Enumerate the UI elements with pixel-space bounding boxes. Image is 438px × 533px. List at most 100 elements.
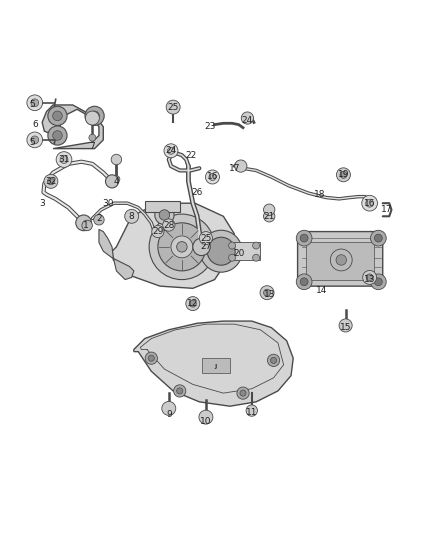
Text: 17: 17 [229,164,240,173]
Text: 4: 4 [113,177,119,186]
Circle shape [173,385,186,397]
Circle shape [330,249,352,271]
Text: 1: 1 [83,221,89,230]
Text: J: J [215,364,217,368]
Circle shape [246,405,258,416]
Circle shape [339,319,352,332]
Circle shape [177,388,183,394]
Circle shape [177,241,187,252]
Polygon shape [134,321,293,406]
Text: 21: 21 [264,212,275,221]
Text: 26: 26 [191,188,203,197]
Circle shape [300,234,308,242]
Text: 5: 5 [29,100,35,109]
Circle shape [162,401,176,415]
Circle shape [205,170,219,184]
Circle shape [94,215,104,225]
Circle shape [264,211,275,222]
Circle shape [268,354,280,367]
Text: 3: 3 [39,199,45,208]
Text: 18: 18 [314,190,325,199]
Circle shape [44,174,58,188]
Circle shape [158,223,206,271]
Text: 8: 8 [129,212,134,221]
Circle shape [152,225,164,238]
Circle shape [209,174,216,181]
Circle shape [27,132,42,148]
Circle shape [85,111,99,125]
Circle shape [240,390,246,396]
Bar [306,243,374,280]
Circle shape [300,278,308,286]
Text: 20: 20 [233,249,244,258]
Circle shape [106,175,119,188]
Text: 30: 30 [102,199,113,208]
Circle shape [235,160,247,172]
Circle shape [76,215,92,231]
Bar [201,358,230,374]
Circle shape [253,254,260,261]
Circle shape [264,289,271,296]
Circle shape [229,254,236,261]
Text: 2: 2 [96,214,102,223]
Circle shape [253,242,260,249]
Circle shape [366,199,374,207]
Circle shape [53,111,62,120]
Text: 13: 13 [364,275,375,284]
Polygon shape [42,105,103,149]
Circle shape [207,237,235,265]
Circle shape [60,156,68,164]
Circle shape [31,136,39,144]
Text: 29: 29 [152,227,163,236]
Polygon shape [297,231,383,286]
Circle shape [199,410,213,424]
Polygon shape [99,229,134,280]
Text: 22: 22 [185,151,196,160]
Text: 13: 13 [264,290,275,300]
Circle shape [241,112,254,124]
Circle shape [260,286,274,300]
Text: 31: 31 [58,155,70,164]
Circle shape [125,209,139,223]
Circle shape [48,126,67,145]
Text: 7: 7 [89,142,95,151]
Circle shape [56,152,72,167]
Circle shape [31,99,39,107]
Circle shape [186,297,200,311]
Text: 11: 11 [246,408,258,417]
Circle shape [371,274,386,289]
Circle shape [47,178,54,185]
Text: 28: 28 [163,221,174,230]
Circle shape [162,219,175,231]
Circle shape [229,242,236,249]
Text: 14: 14 [316,286,327,295]
Text: 27: 27 [200,243,212,252]
Polygon shape [112,203,234,288]
Text: 12: 12 [187,299,198,308]
Text: 17: 17 [381,205,393,214]
Text: 25: 25 [167,103,179,111]
Circle shape [296,274,312,289]
Circle shape [340,171,347,179]
Circle shape [85,106,104,125]
Text: 10: 10 [200,417,212,426]
Text: 23: 23 [205,122,216,131]
Text: 24: 24 [242,116,253,125]
Text: 24: 24 [166,146,177,155]
Circle shape [264,204,275,215]
Text: 16: 16 [364,199,375,208]
Circle shape [271,357,277,364]
Text: 15: 15 [340,323,351,332]
Circle shape [362,195,378,211]
Circle shape [159,210,170,220]
Circle shape [167,147,174,154]
Circle shape [363,270,377,285]
Circle shape [27,95,42,111]
Circle shape [171,236,193,258]
Circle shape [164,144,178,158]
Circle shape [166,100,180,114]
Text: 32: 32 [45,177,57,186]
Circle shape [200,230,242,272]
Circle shape [336,255,346,265]
Circle shape [193,238,210,256]
